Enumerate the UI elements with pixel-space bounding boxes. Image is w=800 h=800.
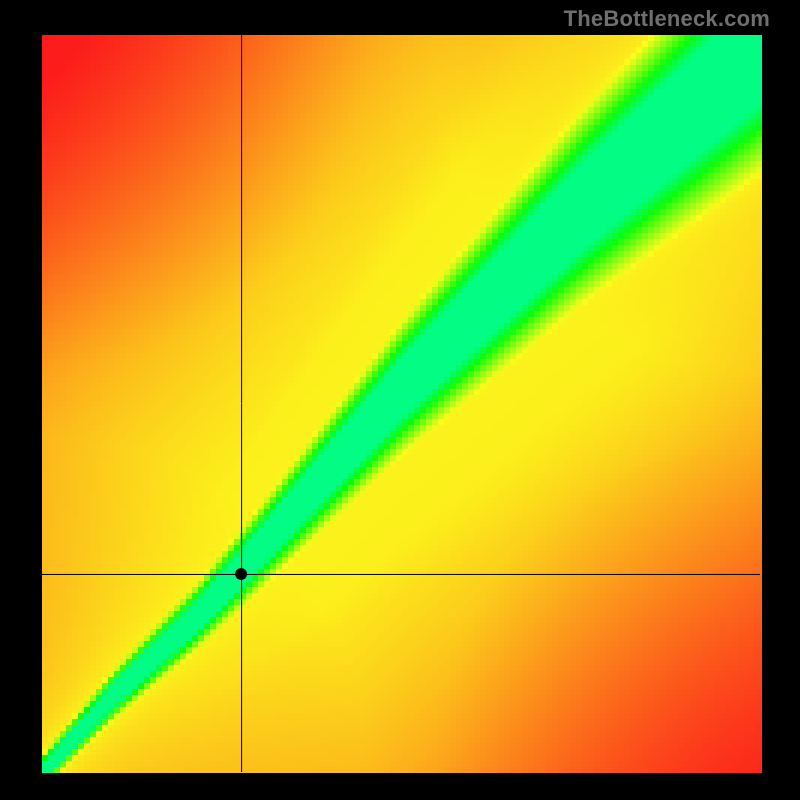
bottleneck-heatmap [0, 0, 800, 800]
root: { "watermark": { "text": "TheBottleneck.… [0, 0, 800, 800]
watermark-text: TheBottleneck.com [564, 6, 770, 32]
